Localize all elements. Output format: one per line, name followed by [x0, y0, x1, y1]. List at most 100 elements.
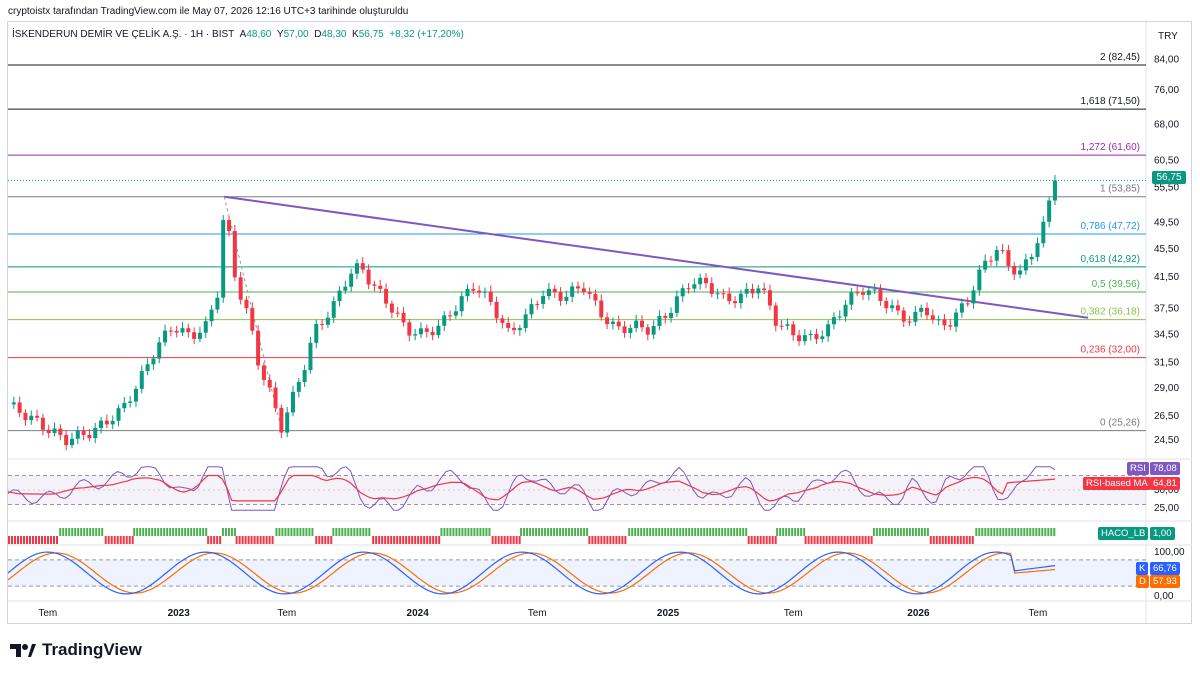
candle-body	[75, 430, 80, 439]
haco-bar	[658, 528, 661, 536]
haco-bar	[1005, 528, 1008, 536]
candle-body	[197, 332, 202, 339]
haco-bar	[131, 536, 134, 544]
haco-bar	[597, 536, 600, 544]
candle-body	[884, 301, 889, 309]
haco-bar	[664, 528, 667, 536]
haco-bar	[500, 536, 503, 544]
haco-bar	[184, 528, 187, 536]
stoch-d-value-tag: 57,93	[1150, 575, 1180, 588]
haco-bar	[840, 536, 843, 544]
haco-bar	[774, 536, 777, 544]
candle-body	[477, 290, 482, 293]
haco-bar	[378, 536, 381, 544]
low-label: D	[314, 29, 322, 40]
haco-bar	[142, 528, 145, 536]
candle-body	[512, 327, 517, 331]
candle-body	[628, 328, 633, 333]
candle-body	[517, 328, 522, 331]
haco-bar	[670, 528, 673, 536]
haco-bar	[399, 536, 402, 544]
haco-bar	[44, 536, 46, 544]
candle-body	[186, 328, 191, 333]
candle-body	[523, 314, 528, 329]
haco-bar	[902, 528, 905, 536]
haco-bar	[38, 536, 40, 544]
candle-body	[250, 308, 255, 331]
haco-bar	[26, 536, 28, 544]
candle-body	[93, 427, 98, 439]
haco-bar	[344, 528, 347, 536]
candle-body	[663, 316, 668, 318]
candle-body	[552, 288, 557, 293]
haco-bar	[213, 536, 216, 544]
haco-bar	[372, 536, 375, 544]
haco-bar	[849, 536, 852, 544]
haco-bar	[609, 536, 612, 544]
haco-bar	[984, 528, 987, 536]
candle-body	[703, 277, 708, 284]
haco-bar	[935, 536, 938, 544]
haco-bar	[825, 536, 828, 544]
candle-body	[1047, 200, 1052, 222]
haco-bar	[745, 528, 748, 536]
haco-bar	[356, 528, 359, 536]
candle-body	[180, 328, 185, 333]
haco-bar	[652, 528, 655, 536]
candle-body	[802, 335, 807, 342]
currency-label[interactable]: TRY	[1158, 31, 1178, 42]
haco-bar	[721, 528, 724, 536]
haco-bar	[571, 528, 574, 536]
x-tick-label: 2026	[907, 608, 930, 619]
haco-bar	[219, 536, 222, 544]
haco-bar	[284, 528, 287, 536]
symbol-name[interactable]: İSKENDERUN DEMİR VE ÇELİK A.Ş. · 1H · BI…	[12, 29, 235, 40]
candle-body	[192, 332, 197, 339]
last-price-tag: 56,75	[1152, 171, 1186, 184]
candle-body	[767, 290, 772, 306]
candle-body	[1018, 270, 1023, 275]
haco-bar	[390, 536, 393, 544]
haco-bar	[497, 536, 500, 544]
haco-bar	[35, 536, 37, 544]
haco-bar	[797, 528, 800, 536]
haco-bar	[420, 536, 423, 544]
haco-bar	[160, 528, 163, 536]
candle-body	[791, 324, 796, 336]
haco-bar	[202, 528, 205, 536]
candle-body	[372, 284, 377, 286]
haco-bar	[193, 528, 196, 536]
haco-bar	[353, 528, 356, 536]
candle-body	[750, 288, 755, 294]
haco-bar	[1023, 528, 1026, 536]
haco-bar	[1041, 528, 1044, 536]
tradingview-brand[interactable]: TradingView	[10, 640, 142, 660]
haco-bar	[29, 536, 31, 544]
candle-body	[849, 292, 854, 305]
candle-body	[99, 420, 104, 428]
haco-bar	[676, 528, 679, 536]
haco-bar	[932, 536, 935, 544]
haco-bar	[803, 528, 806, 536]
haco-bar	[157, 528, 160, 536]
haco-bar	[488, 528, 491, 536]
candle-body	[261, 365, 266, 380]
haco-bar	[541, 528, 544, 536]
haco-bar	[230, 528, 233, 536]
haco-bar	[920, 528, 923, 536]
haco-bar	[8, 536, 10, 544]
haco-bar	[151, 528, 154, 536]
haco-bar	[365, 528, 368, 536]
candle-body	[610, 321, 615, 325]
haco-bar	[547, 528, 550, 536]
haco-bar	[953, 536, 956, 544]
haco-bar	[562, 528, 565, 536]
candle-body	[308, 342, 313, 371]
haco-bar	[615, 536, 618, 544]
haco-bar	[233, 528, 236, 536]
haco-bar	[473, 528, 476, 536]
haco-bar	[169, 528, 172, 536]
haco-bar	[923, 528, 926, 536]
candle-body	[168, 330, 173, 332]
